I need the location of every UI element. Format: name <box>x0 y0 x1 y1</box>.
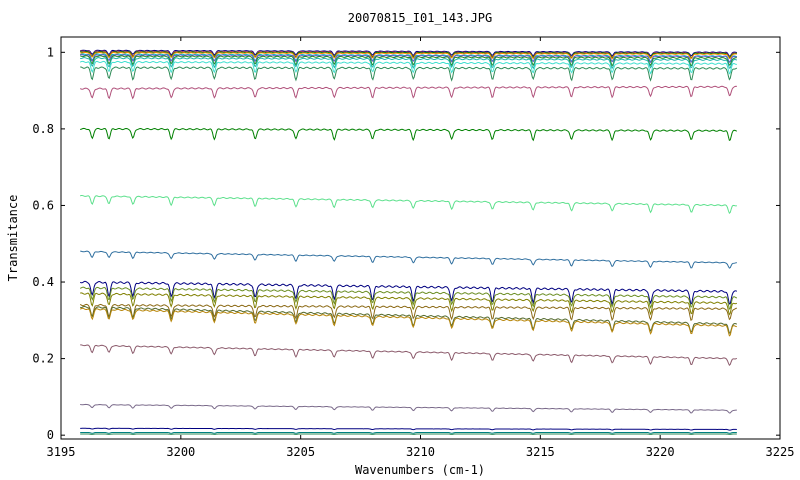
series-line <box>80 51 737 60</box>
series-line <box>80 344 738 366</box>
series-line <box>80 49 737 57</box>
series-line <box>79 60 737 75</box>
series-line <box>80 403 737 414</box>
series-line <box>80 54 737 64</box>
y-tick-label: 0 <box>47 428 54 442</box>
series-line <box>79 307 737 337</box>
series-line <box>80 250 737 269</box>
y-axis: 0 0.2 0.4 0.6 0.8 1 <box>32 45 780 442</box>
y-tick-label: 0.6 <box>32 198 54 212</box>
y-axis-label: Transmitance <box>6 195 20 282</box>
series-line <box>80 292 738 316</box>
series-line <box>80 50 737 59</box>
y-tick-label: 0.4 <box>32 275 54 289</box>
series-line <box>80 127 738 142</box>
series-line <box>80 194 737 215</box>
x-tick-label: 3215 <box>526 445 555 459</box>
x-tick-label: 3210 <box>406 445 435 459</box>
x-tick-label: 3195 <box>47 445 76 459</box>
plot-frame <box>60 36 781 440</box>
chart-title: 20070815_I01_143.JPG <box>348 11 493 25</box>
series-line <box>80 57 738 70</box>
x-tick-label: 3200 <box>166 445 195 459</box>
x-tick-label: 3225 <box>766 445 795 459</box>
series-line <box>80 427 737 431</box>
x-axis: 3195 3200 3205 3210 3215 3220 3225 <box>47 37 795 459</box>
y-tick-label: 1 <box>47 45 54 59</box>
series-line <box>80 305 738 334</box>
series-line <box>80 66 738 82</box>
y-tick-label: 0.8 <box>32 122 54 136</box>
series-group <box>79 49 738 435</box>
series-line <box>79 55 737 67</box>
series-line <box>80 53 737 63</box>
series-line <box>79 280 738 306</box>
x-tick-label: 3205 <box>286 445 315 459</box>
series-line <box>79 303 737 322</box>
x-axis-label: Wavenumbers (cm-1) <box>355 463 485 477</box>
y-tick-label: 0.2 <box>32 352 54 366</box>
series-line <box>79 286 738 310</box>
series-line <box>79 85 737 100</box>
series-line <box>80 431 737 434</box>
x-tick-label: 3220 <box>646 445 675 459</box>
